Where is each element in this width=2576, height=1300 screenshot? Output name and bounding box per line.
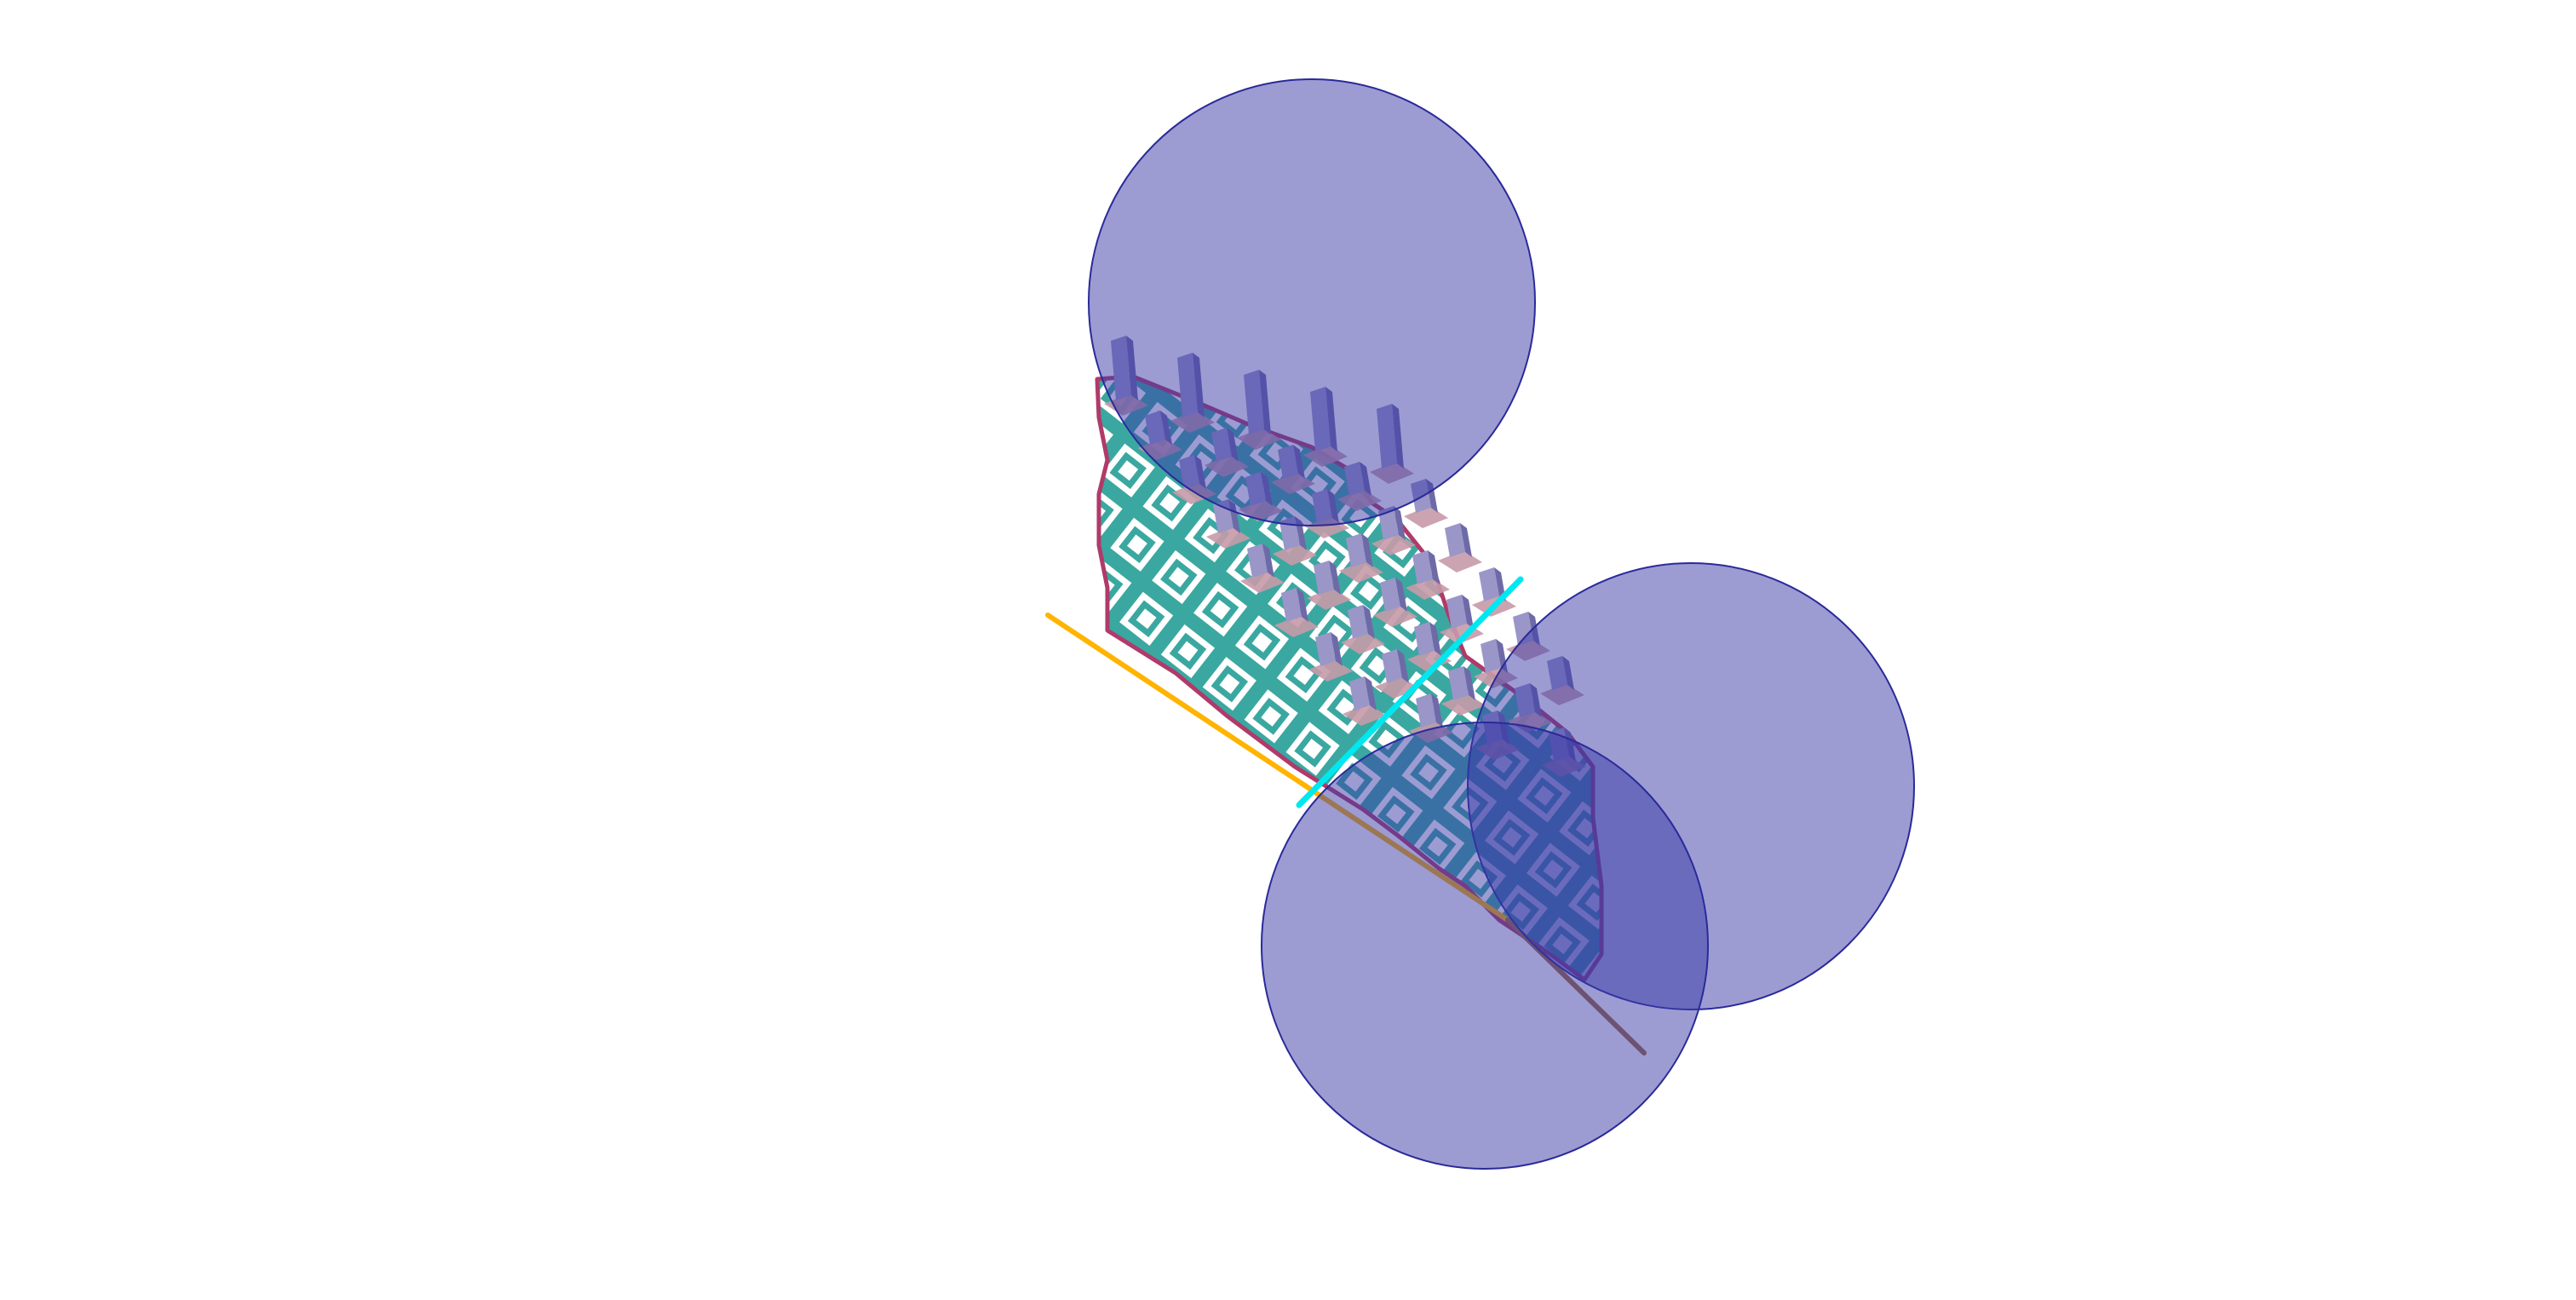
pillar-side bbox=[1331, 632, 1343, 666]
pillar bbox=[1412, 550, 1433, 584]
pillar bbox=[1481, 639, 1501, 673]
sphere-top[interactable] bbox=[1088, 78, 1536, 526]
pillar bbox=[1448, 666, 1469, 700]
pillar-side bbox=[1460, 523, 1472, 557]
pillar bbox=[1414, 622, 1435, 656]
pillar bbox=[1416, 693, 1436, 728]
pillar-side bbox=[1429, 622, 1441, 656]
sphere-bottom[interactable] bbox=[1261, 722, 1709, 1170]
pillar bbox=[1281, 588, 1302, 622]
pillar bbox=[1315, 632, 1336, 666]
pillar-side bbox=[1463, 666, 1475, 700]
pillar bbox=[1247, 544, 1268, 578]
pillar bbox=[1348, 605, 1368, 639]
pillar bbox=[1446, 595, 1467, 629]
pillar-side bbox=[1431, 693, 1443, 728]
pillar-side bbox=[1363, 605, 1375, 639]
pillar-side bbox=[1329, 561, 1341, 595]
pillar bbox=[1346, 533, 1366, 567]
pillar-side bbox=[1397, 649, 1409, 683]
pillar bbox=[1382, 649, 1402, 683]
pillar bbox=[1349, 676, 1370, 710]
pillar-side bbox=[1361, 533, 1373, 567]
pillar-side bbox=[1262, 544, 1274, 578]
pillar-side bbox=[1428, 550, 1440, 584]
pillar bbox=[1479, 567, 1499, 601]
pillar bbox=[1380, 578, 1400, 612]
pillar-side bbox=[1394, 506, 1406, 540]
cyan-line bbox=[1296, 576, 1524, 808]
pillar-side bbox=[1395, 578, 1407, 612]
pillar-side bbox=[1297, 588, 1308, 622]
pillar bbox=[1445, 523, 1465, 557]
pillar-side bbox=[1462, 595, 1474, 629]
pillar-side bbox=[1365, 676, 1377, 710]
pillar bbox=[1314, 561, 1334, 595]
